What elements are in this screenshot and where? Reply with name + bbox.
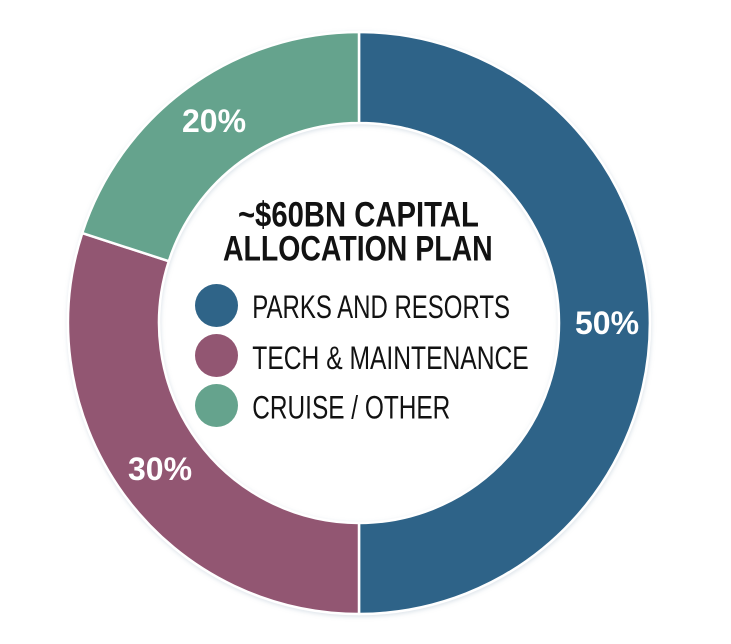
svg-text:PARKS AND RESORTS: PARKS AND RESORTS — [252, 289, 510, 325]
svg-text:ALLOCATION PLAN: ALLOCATION PLAN — [223, 229, 493, 269]
svg-text:TECH & MAINTENANCE: TECH & MAINTENANCE — [252, 341, 528, 377]
svg-text:~$60BN CAPITAL: ~$60BN CAPITAL — [238, 195, 479, 234]
svg-text:CRUISE / OTHER: CRUISE / OTHER — [252, 390, 450, 426]
svg-text:20%: 20% — [182, 103, 246, 139]
svg-text:50%: 50% — [575, 305, 639, 341]
svg-text:30%: 30% — [128, 451, 192, 487]
